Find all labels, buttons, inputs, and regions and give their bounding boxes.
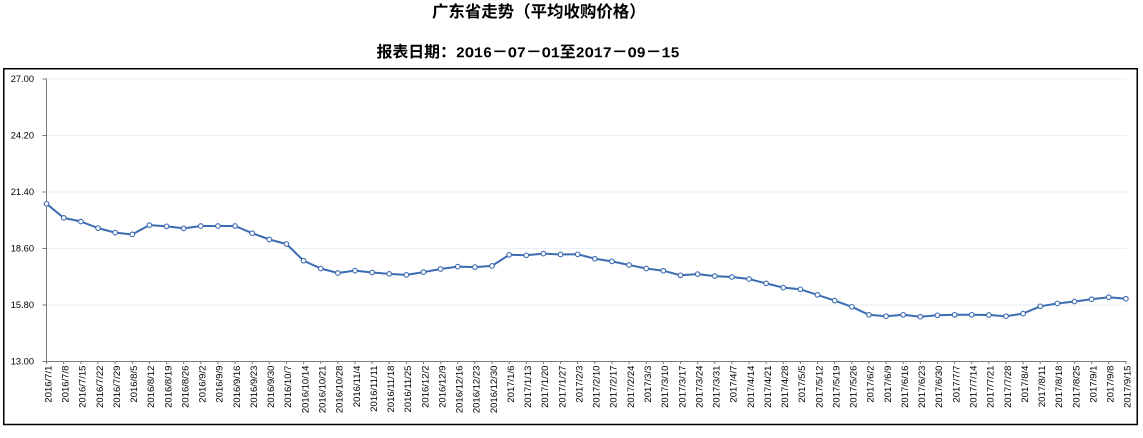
svg-text:2016/10/21: 2016/10/21 (318, 366, 329, 414)
svg-text:2016/11/4: 2016/11/4 (352, 366, 363, 408)
svg-text:2017/2/17: 2017/2/17 (609, 366, 620, 408)
svg-text:2017/5/12: 2017/5/12 (814, 366, 825, 408)
svg-text:2016/10/14: 2016/10/14 (300, 366, 311, 414)
svg-text:2016/12/2: 2016/12/2 (420, 366, 431, 408)
svg-text:2016/9/30: 2016/9/30 (266, 366, 277, 408)
svg-text:2016/9/2: 2016/9/2 (198, 366, 209, 403)
svg-text:2017/9/15: 2017/9/15 (1123, 366, 1134, 408)
svg-text:2017/3/17: 2017/3/17 (677, 366, 688, 408)
svg-text:2017/6/23: 2017/6/23 (917, 366, 928, 408)
svg-text:2017/3/3: 2017/3/3 (643, 366, 654, 403)
svg-text:2016/8/19: 2016/8/19 (163, 366, 174, 408)
svg-text:2017/2/24: 2017/2/24 (626, 366, 637, 408)
svg-text:2016/8/5: 2016/8/5 (129, 366, 140, 403)
svg-text:2016/7/29: 2016/7/29 (112, 366, 123, 408)
svg-text:2017/7/21: 2017/7/21 (986, 366, 997, 408)
svg-text:2017/4/28: 2017/4/28 (780, 366, 791, 408)
svg-text:2016/9/16: 2016/9/16 (232, 366, 243, 408)
svg-text:2017/5/26: 2017/5/26 (849, 366, 860, 408)
svg-text:2016/9/23: 2016/9/23 (249, 366, 260, 408)
svg-text:2017/8/18: 2017/8/18 (1054, 366, 1065, 408)
svg-text:2017/7/28: 2017/7/28 (1003, 366, 1014, 408)
svg-text:2017/1/27: 2017/1/27 (557, 366, 568, 408)
svg-text:18.60: 18.60 (11, 243, 34, 253)
svg-text:2017/9/1: 2017/9/1 (1088, 366, 1099, 403)
svg-text:24.20: 24.20 (11, 130, 34, 140)
svg-text:2016/8/26: 2016/8/26 (180, 366, 191, 408)
svg-text:2017/7/14: 2017/7/14 (969, 366, 980, 408)
svg-text:2017/2/3: 2017/2/3 (574, 366, 585, 403)
svg-text:2017/5/5: 2017/5/5 (797, 366, 808, 403)
svg-text:2017/8/11: 2017/8/11 (1037, 366, 1048, 408)
svg-text:2017/1/6: 2017/1/6 (506, 366, 517, 403)
svg-text:2016/7/1: 2016/7/1 (43, 366, 54, 403)
svg-text:2016/12/30: 2016/12/30 (489, 366, 500, 414)
svg-text:2017/1/13: 2017/1/13 (523, 366, 534, 408)
svg-text:2017/8/25: 2017/8/25 (1071, 366, 1082, 408)
svg-text:2017/5/19: 2017/5/19 (831, 366, 842, 408)
svg-text:2017/3/24: 2017/3/24 (694, 366, 705, 408)
svg-text:2016/10/7: 2016/10/7 (283, 366, 294, 408)
svg-text:21.40: 21.40 (11, 187, 34, 197)
svg-text:2017/8/4: 2017/8/4 (1020, 366, 1031, 403)
svg-text:2016/7/22: 2016/7/22 (95, 366, 106, 408)
svg-text:2017/3/10: 2017/3/10 (660, 366, 671, 408)
svg-text:13.00: 13.00 (11, 356, 34, 366)
svg-text:2017/6/9: 2017/6/9 (883, 366, 894, 403)
svg-text:15.80: 15.80 (11, 300, 34, 310)
svg-text:27.00: 27.00 (11, 74, 34, 84)
svg-text:2017/2/10: 2017/2/10 (592, 366, 603, 408)
svg-text:2017/1/20: 2017/1/20 (540, 366, 551, 408)
svg-text:2016/11/11: 2016/11/11 (369, 366, 380, 412)
svg-text:2017/6/30: 2017/6/30 (934, 366, 945, 408)
svg-text:2017/3/31: 2017/3/31 (712, 366, 723, 408)
svg-text:2016/12/16: 2016/12/16 (455, 366, 466, 414)
svg-text:2016/10/28: 2016/10/28 (335, 366, 346, 414)
svg-text:2017/6/16: 2017/6/16 (900, 366, 911, 408)
svg-text:2016/11/18: 2016/11/18 (386, 366, 397, 413)
svg-text:2016/12/23: 2016/12/23 (472, 366, 483, 414)
svg-text:2017/4/7: 2017/4/7 (729, 366, 740, 403)
svg-text:2017/7/7: 2017/7/7 (951, 366, 962, 403)
svg-text:2016/7/15: 2016/7/15 (78, 366, 89, 408)
svg-text:2017/4/14: 2017/4/14 (746, 366, 757, 408)
svg-text:2016/9/9: 2016/9/9 (215, 366, 226, 403)
svg-text:2016/12/9: 2016/12/9 (437, 366, 448, 408)
svg-text:2017/9/8: 2017/9/8 (1106, 366, 1117, 403)
svg-text:2016/7/8: 2016/7/8 (61, 366, 72, 403)
svg-text:2017/6/2: 2017/6/2 (866, 366, 877, 403)
svg-text:2017/4/21: 2017/4/21 (763, 366, 774, 408)
svg-text:2016/11/25: 2016/11/25 (403, 366, 414, 413)
svg-text:2016/8/12: 2016/8/12 (146, 366, 157, 408)
